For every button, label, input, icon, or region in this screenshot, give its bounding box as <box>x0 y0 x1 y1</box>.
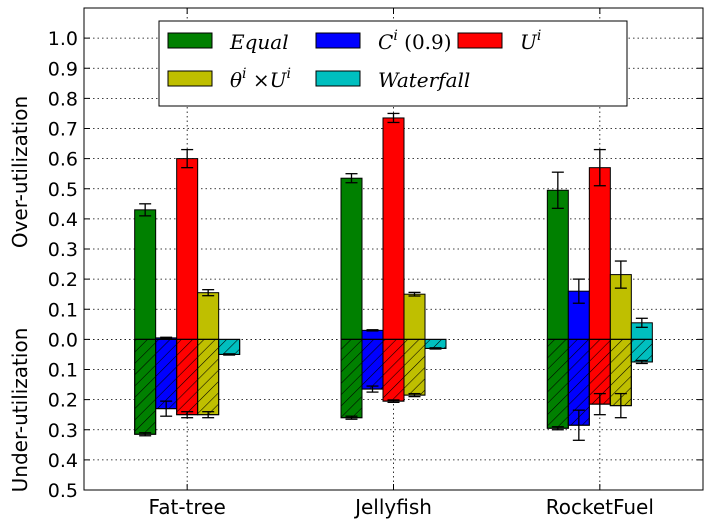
y-tick-label: 0.6 <box>48 149 78 171</box>
legend-label-suffix: ×U <box>247 68 288 92</box>
legend-label-sup: i <box>393 28 397 44</box>
bar-under-hatch <box>176 338 199 416</box>
bar-over <box>546 189 569 340</box>
bar-over <box>361 329 384 340</box>
y-tick-label: 0.3 <box>48 239 78 261</box>
legend-label-sup: i <box>242 66 246 82</box>
legend-label-base: Equal <box>229 30 289 54</box>
bar-under-hatch <box>382 338 405 402</box>
bar-under-hatch <box>197 338 220 416</box>
y-axis-label-under: Under-utilization <box>8 328 32 493</box>
y-axis-label-over: Over-utilization <box>8 96 32 248</box>
legend-swatch <box>315 70 361 87</box>
legend-swatch <box>457 32 503 49</box>
y-tick-label: 0.4 <box>48 450 78 472</box>
bar-under-hatch <box>403 338 426 396</box>
legend-label: θi ×Ui <box>230 66 291 92</box>
legend-label-base: Waterfall <box>378 68 470 92</box>
y-tick-label: 0.1 <box>48 299 78 321</box>
y-tick-label: 0.5 <box>48 179 78 201</box>
bar-over <box>588 167 611 340</box>
legend-label-base: U <box>520 30 538 54</box>
bar-under-hatch <box>134 338 157 435</box>
y-tick-label: 0.7 <box>48 119 78 141</box>
legend-label: Ui <box>520 28 541 54</box>
x-tick-labels: Fat-tree Jellyfish RocketFuel <box>149 495 654 519</box>
bar-under-hatch <box>218 338 241 355</box>
bar-under-hatch <box>424 338 447 349</box>
y-tick-label: 0.1 <box>48 360 78 382</box>
bar-over <box>197 292 220 340</box>
bar-under-hatch <box>340 338 363 419</box>
x-tick-label: Fat-tree <box>149 495 226 519</box>
y-tick-labels: 0.0 0.1 0.2 0.3 0.4 0.5 0.6 0.7 0.8 0.9 1.0 0.1 0.2 0… <box>48 28 78 502</box>
y-tick-label: 0.9 <box>48 58 78 80</box>
y-tick-label: 1.0 <box>48 28 78 50</box>
bar-over <box>382 117 405 340</box>
y-tick-label: 0.0 <box>48 329 78 351</box>
legend-label: Equal <box>229 30 289 54</box>
bar-over <box>340 177 363 340</box>
y-tick-label: 0.3 <box>48 420 78 442</box>
legend-label-base: C <box>378 30 393 54</box>
bars <box>134 112 653 441</box>
bar-over <box>176 158 199 340</box>
bar-over <box>134 209 157 340</box>
bar-under-hatch <box>630 338 653 363</box>
legend-label: Ci (0.9) <box>378 28 452 54</box>
y-tick-label: 0.2 <box>48 269 78 291</box>
legend-swatch <box>315 32 361 49</box>
y-tick-label: 0.5 <box>48 480 78 502</box>
x-tick-label: Jellyfish <box>353 495 432 519</box>
y-tick-label: 0.8 <box>48 88 78 110</box>
bar-under-hatch <box>155 338 178 410</box>
legend-label-sup: i <box>287 66 291 82</box>
legend-label-sup: i <box>537 28 541 44</box>
legend-swatch <box>167 32 213 49</box>
bar-under-hatch <box>546 338 569 429</box>
legend-label: Waterfall <box>378 68 470 92</box>
legend-label-suffix: (0.9) <box>398 30 452 54</box>
x-tick-label: RocketFuel <box>546 495 654 519</box>
bar-under-hatch <box>361 338 384 390</box>
legend-box <box>158 20 628 107</box>
bar-over <box>403 293 426 340</box>
y-tick-label: 0.2 <box>48 390 78 412</box>
legend-label-base: θ <box>230 68 242 92</box>
plot-frame <box>83 7 704 491</box>
legend-swatch <box>167 70 213 87</box>
y-tick-label: 0.4 <box>48 209 78 231</box>
